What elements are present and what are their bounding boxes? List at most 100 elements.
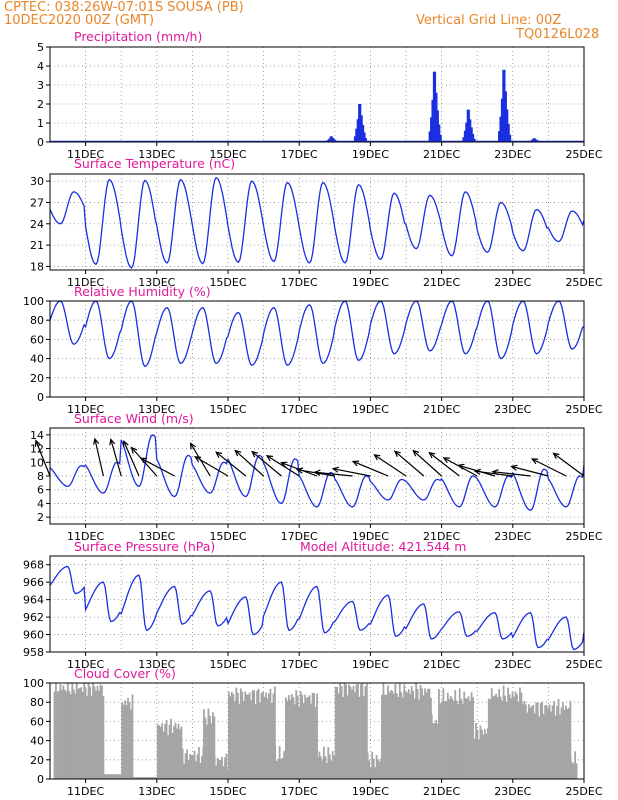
cloud-bar [539,703,542,779]
cloud-bar [333,755,336,779]
cloud-bar [283,751,285,779]
cloud-bar [401,697,404,779]
wind-vector [194,456,229,477]
wind-vector-head [442,457,450,464]
cloud-bar [404,691,407,779]
cloud-bar [198,746,200,779]
cloud-bar [145,777,148,779]
y-tick-label: 962 [23,611,44,624]
cloud-bar [327,747,330,779]
cloud-bar [343,683,346,779]
y-tick-label: 80 [30,314,44,327]
wind-vector-head [373,454,381,461]
cloud-bar [368,760,371,779]
cloud-bar [321,760,324,779]
panel-title: Relative Humidity (%) [74,284,211,299]
cloud-bar [346,695,349,779]
cloud-bar [293,704,296,779]
x-tick-label: 25DEC [565,148,602,161]
panel-frame [49,300,585,398]
cloud-bar [337,693,340,779]
cloud-bar [554,715,557,779]
cloud-bar [514,691,517,779]
cloud-bar [484,728,486,779]
cloud-bar [466,698,469,779]
cloud-bar [493,695,496,779]
cloud-bar [501,700,504,779]
cloud-bar [119,774,122,779]
cloud-bar [328,754,331,779]
y-tick-label: 21 [30,239,44,252]
cloud-bar [378,761,381,779]
panel-title: Cloud Cover (%) [74,666,176,681]
x-tick-label: 15DEC [209,403,246,416]
cloud-bar [209,715,211,779]
header-date: 10DEC2020 00Z (GMT) [4,13,154,28]
cloud-bar [253,690,256,779]
y-tick-label: 40 [30,353,44,366]
x-tick-label: 23DEC [494,658,531,671]
cloud-bar [416,689,419,779]
x-tick-label: 23DEC [494,403,531,416]
cloud-bar [99,684,102,779]
cloud-bar [352,685,355,779]
cloud-bar [520,692,523,779]
x-tick-label: 15DEC [209,785,246,798]
cloud-bar [180,726,183,779]
cloud-bar [324,756,327,779]
cloud-bar [409,693,412,779]
cloud-bar [427,688,429,779]
cloud-bar [316,693,318,779]
wind-vector [215,451,247,477]
cloud-bar [109,774,112,779]
cloud-bar [482,734,485,779]
cloud-bar [452,700,455,779]
x-tick-label: 23DEC [494,276,531,289]
cloud-bar [372,758,375,779]
cloud-bar [436,723,439,779]
x-tick-label: 13DEC [138,276,175,289]
cloud-bar [271,702,273,779]
x-tick-label: 19DEC [352,403,389,416]
cloud-bar [551,705,554,779]
cloud-bar [571,762,574,779]
cloud-bar [121,702,123,779]
cloud-bar [53,691,56,779]
cloud-bar [284,697,287,779]
cloud-bar [56,691,59,779]
cloud-bar [467,696,470,779]
wind-vector [251,451,282,477]
y-tick-label: 80 [30,696,44,709]
cloud-bar [566,708,569,779]
cloud-bar [181,748,184,779]
cloud-bar [511,692,514,779]
cloud-bar [260,692,263,779]
y-tick-label: 100 [23,677,44,690]
cloud-bar [151,777,153,779]
cloud-bar [339,683,342,779]
cloud-bar [299,691,302,779]
cloud-bar [104,774,107,779]
cloud-bar [421,688,423,779]
cloud-bar [298,706,301,779]
cloud-bar [569,700,572,779]
wind-vector-head [473,468,481,475]
cloud-bar [71,683,74,779]
cloud-bar [542,714,545,779]
panel-frame [49,682,585,780]
wind-vector-head [428,451,436,459]
cloud-bar [142,777,145,779]
cloud-bar [137,777,140,779]
y-tick-label: 966 [23,576,44,589]
cloud-bar [206,724,208,779]
cloud-bar [533,713,536,779]
cloud-bar [238,703,241,779]
x-tick-label: 23DEC [494,785,531,798]
y-tick-label: 8 [37,470,44,483]
cloud-bar [281,757,284,779]
wind-vector [314,471,353,477]
wind-speed-line [49,434,585,512]
wind-vector-head [130,446,138,454]
panels: Precipitation (mm/h) 0 1 2 3 4 5 11DEC 13DEC 15DE… [23,29,603,798]
cloud-bar [277,758,280,779]
